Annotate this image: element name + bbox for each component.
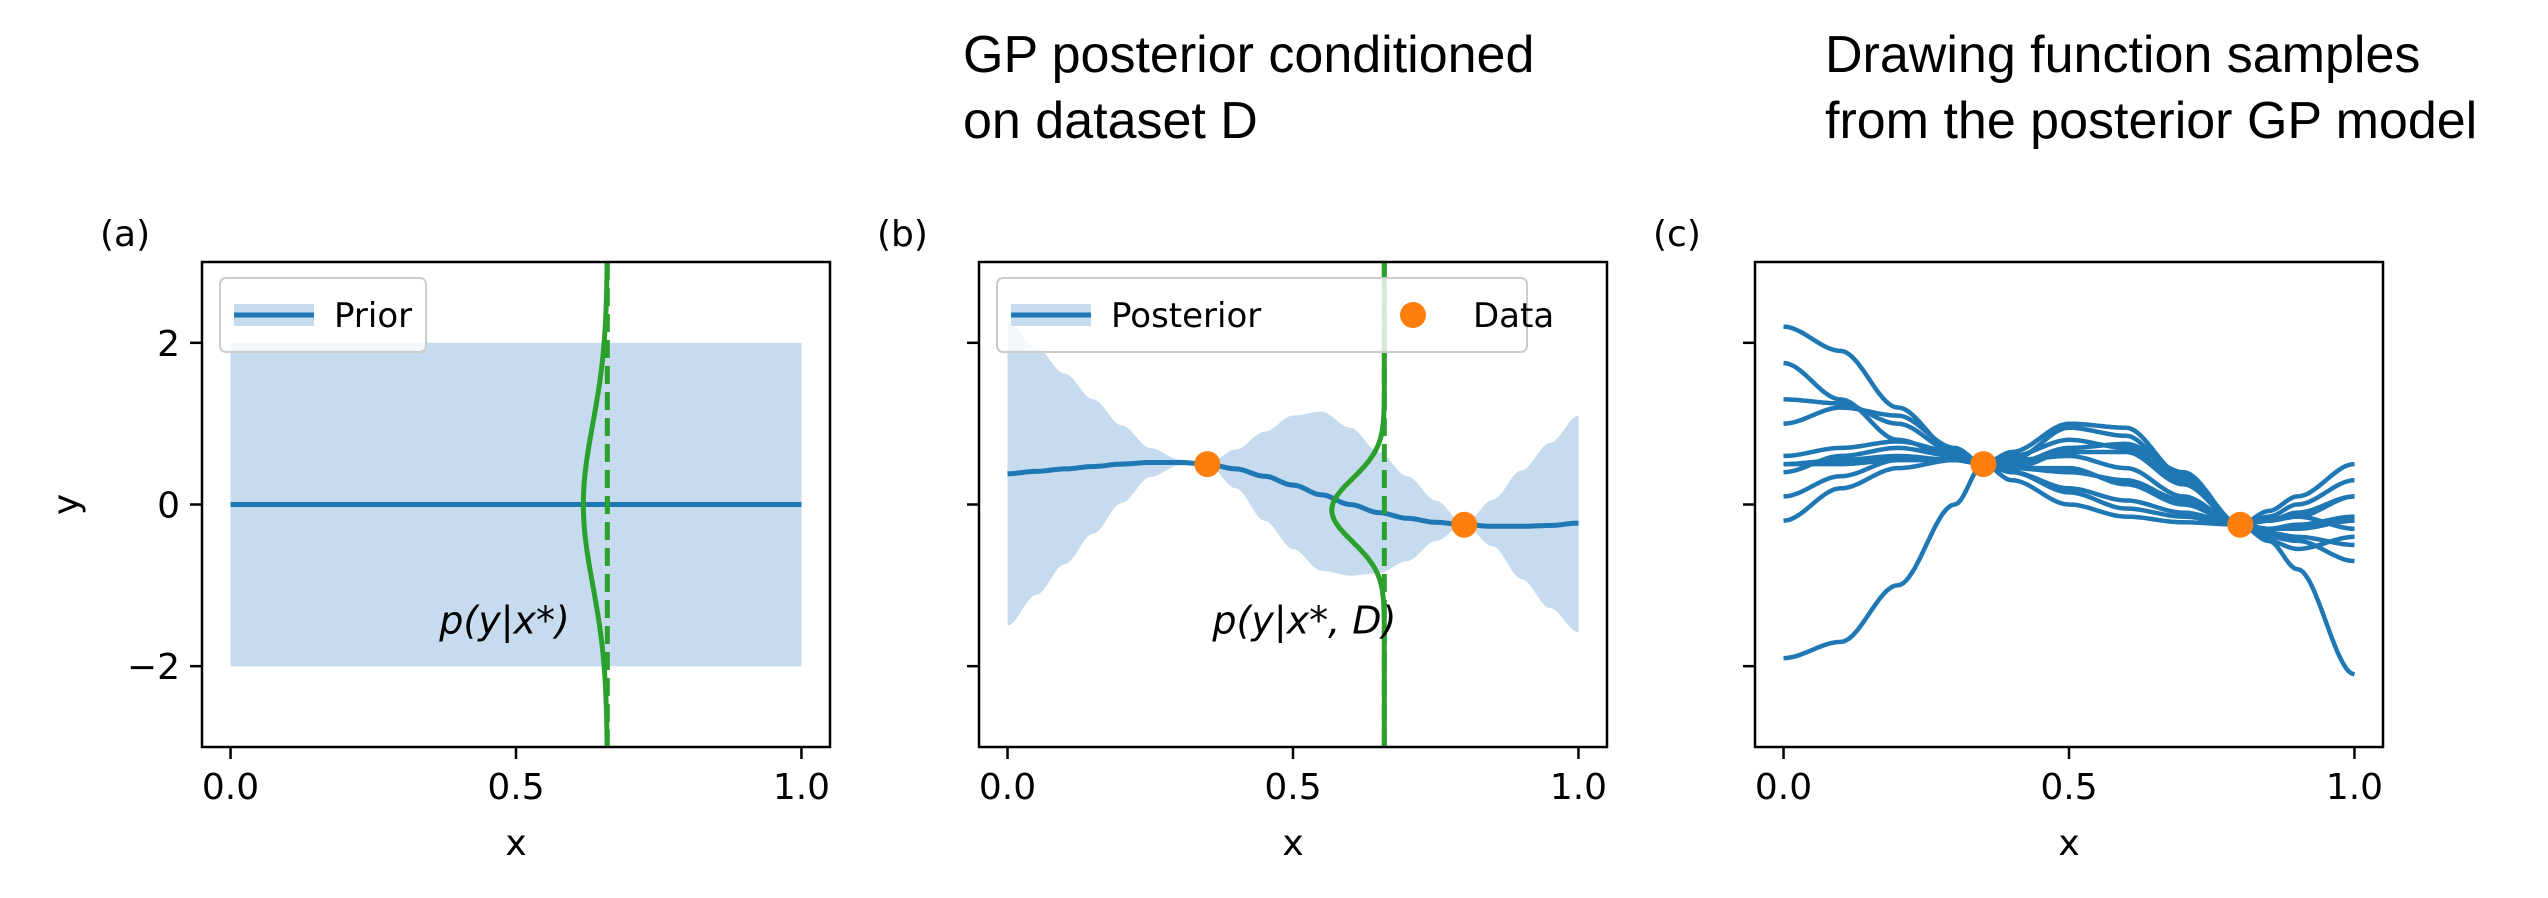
legend-label: Posterior (1111, 296, 1261, 336)
y-axis-label: y (46, 494, 87, 515)
legend-frame (996, 277, 1528, 353)
sample-line-4 (1783, 405, 2355, 548)
panel-b: 0.0 0.5 1.0 x (b) p(y|x*, D) Posterior Data (877, 214, 1609, 864)
panel-label: (b) (877, 214, 928, 255)
x-tick-label: 0.5 (1264, 767, 1321, 808)
data-point (1194, 451, 1221, 478)
x-tick-label: 0.0 (202, 767, 259, 808)
heading-panel-c: Drawing function samples from the poster… (1825, 26, 2478, 150)
x-tick-label: 1.0 (773, 767, 830, 808)
x-tick-label: 0.5 (487, 767, 544, 808)
data-point (1970, 451, 1997, 478)
legend-marker-swatch (1400, 302, 1426, 328)
panel-label: (c) (1653, 214, 1701, 255)
x-tick-label: 0.0 (979, 767, 1036, 808)
data-point (1451, 511, 1478, 538)
density-annotation: p(y|x*, D) (1211, 599, 1396, 644)
confidence-band (1007, 322, 1579, 633)
legend: Prior (219, 277, 427, 353)
sample-line-8 (1783, 445, 2355, 552)
legend: Posterior Data (996, 277, 1554, 353)
x-axis-label: x (505, 823, 526, 864)
density-annotation: p(y|x*) (438, 599, 570, 644)
x-tick-label: 1.0 (2326, 767, 2383, 808)
plot-area (230, 262, 802, 747)
sample-line-1 (1783, 324, 2355, 527)
sample-line-5 (1783, 439, 2355, 527)
x-tick-label: 0.0 (1755, 767, 1812, 808)
mean-line (1007, 460, 1579, 529)
sample-line-10 (1783, 441, 2355, 527)
panel-c: 0.0 0.5 1.0 x (c) (1653, 214, 2385, 864)
legend-label: Data (1473, 296, 1554, 336)
plot-area (1783, 324, 2356, 677)
y-tick-label: −2 (127, 647, 180, 688)
legend-frame (219, 277, 427, 353)
x-axis-label: x (2058, 823, 2079, 864)
legend-label: Prior (334, 296, 412, 336)
panel-a: 0.0 0.5 1.0 −2 0 2 x y (a) p(y|x*) Prior (46, 214, 832, 864)
panel-label: (a) (100, 214, 150, 255)
sample-line-3 (1783, 397, 2355, 564)
density-curve (580, 262, 610, 747)
y-tick-label: 0 (157, 486, 180, 527)
x-axis-label: x (1282, 823, 1303, 864)
sample-line-11 (1783, 437, 2355, 661)
x-tick-label: 1.0 (1550, 767, 1607, 808)
data-point (2227, 511, 2254, 538)
heading-panel-b: GP posterior conditioned on dataset D (963, 26, 1535, 150)
x-tick-label: 0.5 (2040, 767, 2097, 808)
y-tick-label: 2 (157, 324, 180, 365)
